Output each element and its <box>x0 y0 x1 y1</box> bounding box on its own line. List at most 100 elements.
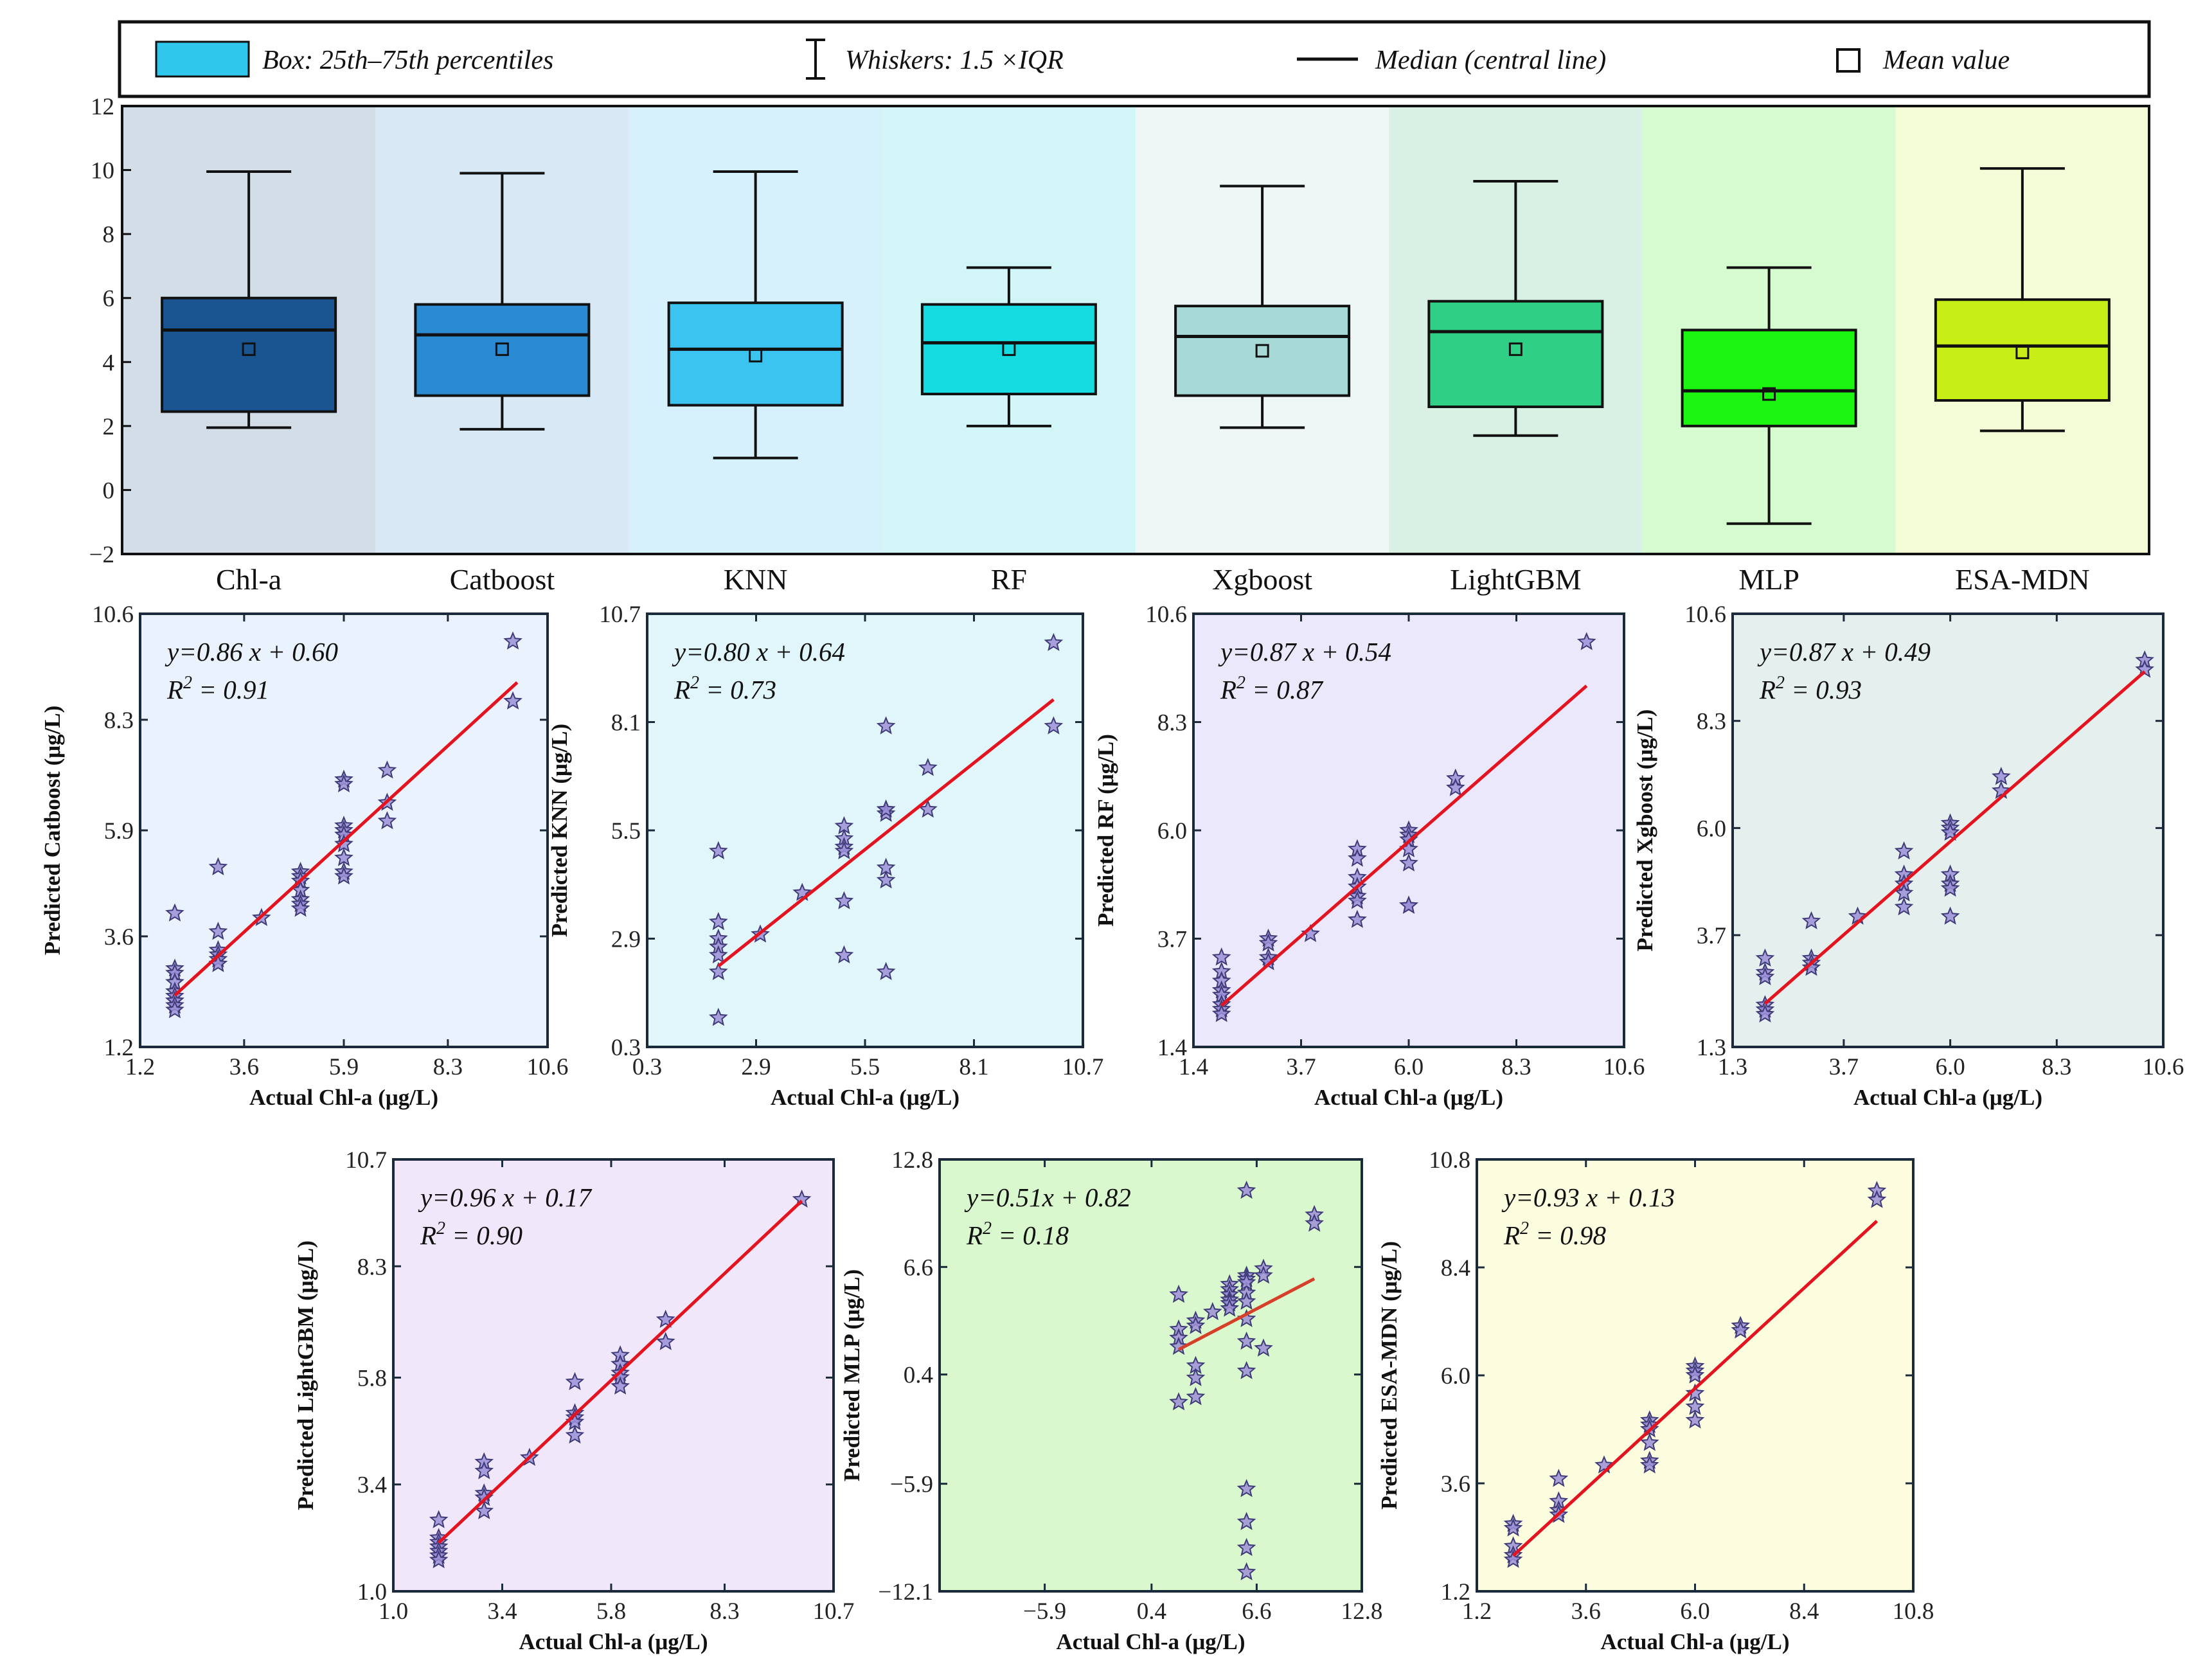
fit-equation: y=0.87 x + 0.49 <box>1757 637 1931 666</box>
data-point <box>1399 853 1418 871</box>
legend-median-label: Median (central line) <box>1375 46 1606 75</box>
data-point <box>208 857 228 876</box>
r-squared: R2 = 0.18 <box>966 1219 1069 1250</box>
data-point <box>1940 822 1960 841</box>
ytick-label: −5.9 <box>890 1472 933 1498</box>
plot-frame <box>1731 612 2165 1048</box>
r2-value: = 0.87 <box>1245 675 1323 704</box>
data-point <box>165 903 184 922</box>
ytick-label: 10.6 <box>1684 602 1726 628</box>
plot-frame <box>139 612 549 1048</box>
xtick-label: 6.0 <box>1935 1054 1965 1080</box>
scatter-panels: 1.2 3.6 5.9 8.3 10.6 1.2 3.6 5.9 8.3 10.6 y=0.86 x… <box>40 602 2184 1654</box>
box-ytick-label: 12 <box>91 94 114 120</box>
data-point <box>334 866 353 885</box>
ytick-label: 1.0 <box>357 1579 387 1605</box>
xtick-label: 8.3 <box>433 1054 463 1080</box>
scatter-panel-mlp: −5.9 0.4 6.6 12.8 −12.1 −5.9 0.4 6.6 12.8 y=0.51x… <box>839 1147 1382 1654</box>
data-point <box>1755 967 1775 985</box>
data-point <box>876 716 896 735</box>
scatter-panel-catboost: 1.2 3.6 5.9 8.3 10.6 1.2 3.6 5.9 8.3 10.6 y=0.86 x… <box>40 602 568 1110</box>
legend-mean-icon <box>1836 48 1861 73</box>
legend-mean-label: Mean value <box>1882 46 2010 75</box>
xtick-label: 10.8 <box>1893 1598 1934 1625</box>
r2-value: = 0.91 <box>192 675 269 704</box>
r-squared: R2 = 0.73 <box>674 673 776 704</box>
data-point <box>1549 1469 1569 1487</box>
data-point <box>709 912 728 931</box>
r2-superscript: 2 <box>1236 673 1245 693</box>
r-squared: R2 = 0.98 <box>1503 1219 1606 1250</box>
data-point <box>1236 1181 1256 1199</box>
xtick-label: 0.3 <box>632 1054 662 1080</box>
fit-line <box>1177 1277 1316 1352</box>
fit-line <box>437 1199 803 1544</box>
ytick-label: 6.0 <box>1697 816 1726 842</box>
plot-frame <box>646 612 1084 1048</box>
iqr-box <box>667 301 844 407</box>
box-category-label: RF <box>991 563 1027 596</box>
r-squared: R2 = 0.93 <box>1759 673 1862 704</box>
data-point <box>1992 767 2011 785</box>
r2-symbol: R <box>1503 1220 1520 1250</box>
mean-marker <box>1255 344 1269 358</box>
xtick-label: 0.4 <box>1137 1598 1166 1625</box>
ytick-label: 1.2 <box>1441 1579 1470 1605</box>
ytick-label: 0.3 <box>611 1035 641 1061</box>
data-point <box>1801 958 1821 976</box>
fit-line <box>717 698 1055 968</box>
data-point <box>565 1372 585 1391</box>
xtick-label: 8.3 <box>1501 1054 1531 1080</box>
r2-superscript: 2 <box>436 1219 445 1238</box>
ytick-label: 6.6 <box>904 1255 933 1281</box>
data-point <box>1044 632 1064 652</box>
mean-marker <box>495 342 509 356</box>
y-axis-label: Predicted MLP (μg/L) <box>839 1269 864 1481</box>
mean-marker <box>242 342 256 356</box>
box-category-label: LightGBM <box>1450 563 1581 596</box>
data-point <box>1169 1284 1188 1303</box>
plot-area <box>940 1159 1362 1591</box>
box-esa-mdn <box>1934 167 2111 433</box>
data-point <box>1211 1004 1231 1023</box>
ytick-label: 2.9 <box>611 927 641 953</box>
data-point <box>1202 1301 1222 1321</box>
data-point <box>1211 947 1231 966</box>
xtick-label: 10.7 <box>1062 1054 1104 1080</box>
ytick-label: 0.4 <box>904 1363 933 1389</box>
data-point <box>1894 841 1914 860</box>
xtick-label: 3.7 <box>1829 1054 1859 1080</box>
scatter-panel-rf: 1.4 3.7 6.0 8.3 10.6 1.4 3.7 6.0 8.3 10.6 y=0.87 x… <box>1093 602 1645 1110</box>
r2-superscript: 2 <box>983 1219 992 1238</box>
data-point <box>1503 1550 1523 1568</box>
iqr-box <box>920 303 1097 396</box>
xtick-label: 5.5 <box>850 1054 880 1080</box>
r2-symbol: R <box>674 675 690 704</box>
plot-frame <box>392 1158 835 1593</box>
ytick-label: 3.4 <box>357 1472 387 1499</box>
xtick-label: 5.8 <box>596 1598 626 1625</box>
data-point <box>503 631 522 650</box>
xtick-label: 5.9 <box>329 1054 359 1080</box>
xtick-label: 1.0 <box>379 1598 408 1625</box>
mean-marker <box>1762 387 1776 401</box>
plot-frame <box>1476 1158 1915 1593</box>
box-category-label: Chl-a <box>216 563 281 596</box>
r2-symbol: R <box>1220 675 1236 704</box>
ytick-label: 3.6 <box>104 924 134 951</box>
data-point <box>611 1376 630 1395</box>
scatter-panel-knn: 0.3 2.9 5.5 8.1 10.7 0.3 2.9 5.5 8.1 10.7 y=0.80 x… <box>547 602 1103 1110</box>
box-knn <box>667 170 844 460</box>
iqr-box <box>1934 298 2111 402</box>
data-point <box>876 961 896 981</box>
data-point <box>1639 1433 1659 1451</box>
data-point <box>208 922 228 940</box>
mean-marker <box>749 348 763 362</box>
fit-line <box>1763 670 2146 1005</box>
ytick-label: 10.7 <box>345 1147 387 1174</box>
box-category-label: MLP <box>1738 563 1799 596</box>
xtick-label: 8.4 <box>1789 1598 1819 1625</box>
data-point <box>334 774 353 792</box>
box-ytick-label: 0 <box>103 478 115 504</box>
